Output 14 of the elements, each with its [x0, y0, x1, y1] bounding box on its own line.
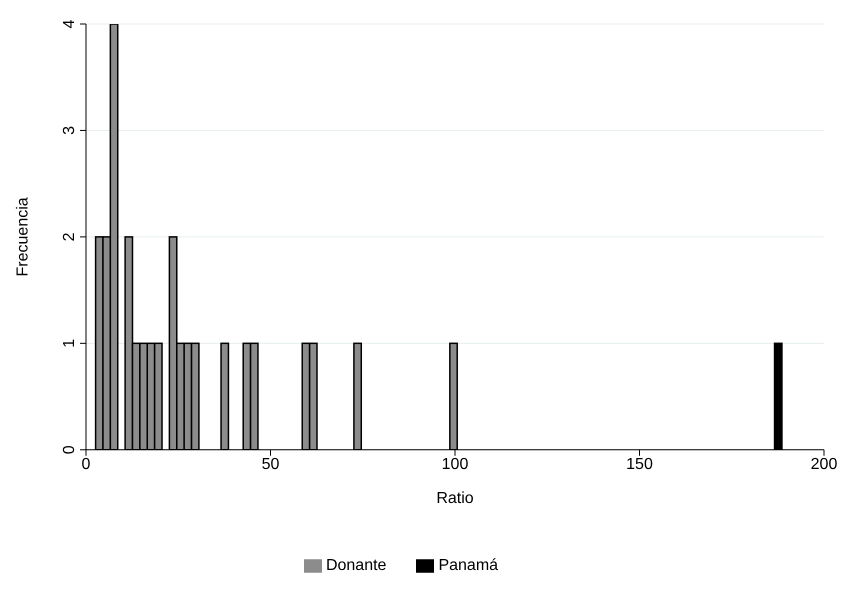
x-axis-title: Ratio: [436, 490, 474, 507]
x-tick-label: 150: [626, 456, 653, 474]
x-tick-label: 0: [82, 456, 91, 474]
y-tick-label: 1: [61, 338, 78, 348]
x-tick-label: 50: [262, 456, 280, 474]
x-tick-label: 100: [442, 456, 468, 474]
legend-label: Donante: [326, 557, 386, 574]
y-tick-label: 4: [61, 19, 78, 28]
x-tick-label: 200: [810, 456, 838, 474]
y-tick-label: 3: [61, 126, 78, 135]
y-axis-title: Frecuencia: [14, 197, 32, 276]
y-tick-label: 0: [61, 445, 78, 454]
legend-label: Panamá: [438, 557, 498, 574]
y-tick-label: 2: [61, 232, 78, 242]
